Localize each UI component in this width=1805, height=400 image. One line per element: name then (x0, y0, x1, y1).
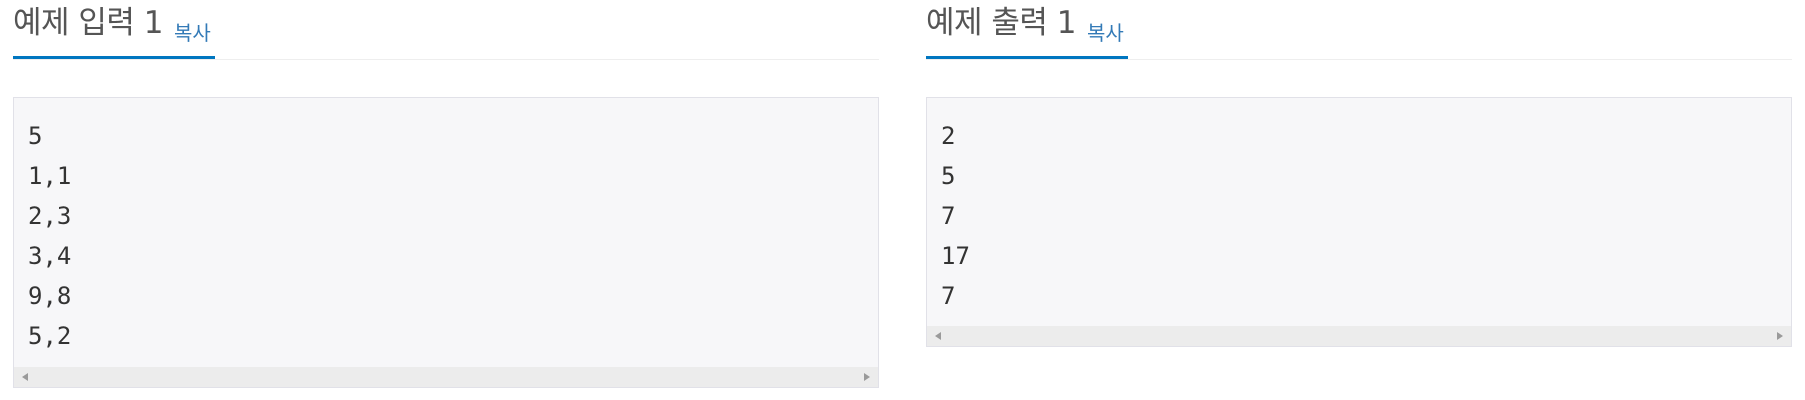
sample-input-section: 예제 입력 1 복사 5 1,1 2,3 3,4 9,8 5,2 (13, 0, 879, 388)
sample-output-line: 2 (941, 122, 956, 150)
sample-input-box: 5 1,1 2,3 3,4 9,8 5,2 (13, 97, 879, 388)
scroll-right-arrow-icon[interactable] (864, 373, 870, 381)
sample-input-line: 9,8 (28, 282, 72, 310)
scroll-left-arrow-icon[interactable] (22, 373, 28, 381)
horizontal-scrollbar[interactable] (927, 326, 1791, 346)
sample-input-line: 5,2 (28, 322, 72, 350)
scroll-right-arrow-icon[interactable] (1777, 332, 1783, 340)
sample-output-content: 2 5 7 17 7 (927, 98, 1791, 316)
scroll-left-arrow-icon[interactable] (935, 332, 941, 340)
sample-output-line: 17 (941, 242, 970, 270)
sample-input-line: 3,4 (28, 242, 72, 270)
horizontal-scrollbar[interactable] (14, 367, 878, 387)
sample-input-content: 5 1,1 2,3 3,4 9,8 5,2 (14, 98, 878, 356)
sample-output-line: 7 (941, 202, 956, 230)
sample-input-line: 1,1 (28, 162, 72, 190)
sample-output-box: 2 5 7 17 7 (926, 97, 1792, 347)
sample-input-title-underline: 예제 입력 1 복사 (13, 0, 215, 59)
sample-input-title: 예제 입력 1 (13, 5, 164, 41)
copy-output-button[interactable]: 복사 (1087, 21, 1124, 45)
copy-input-button[interactable]: 복사 (174, 21, 211, 45)
sample-output-header: 예제 출력 1 복사 (926, 0, 1792, 60)
sample-output-title: 예제 출력 1 (926, 5, 1077, 41)
sample-input-line: 5 (28, 122, 43, 150)
sample-output-line: 5 (941, 162, 956, 190)
sample-input-line: 2,3 (28, 202, 72, 230)
sample-output-line: 7 (941, 282, 956, 310)
sample-input-header: 예제 입력 1 복사 (13, 0, 879, 60)
sample-output-section: 예제 출력 1 복사 2 5 7 17 7 (926, 0, 1792, 347)
sample-output-title-underline: 예제 출력 1 복사 (926, 0, 1128, 59)
